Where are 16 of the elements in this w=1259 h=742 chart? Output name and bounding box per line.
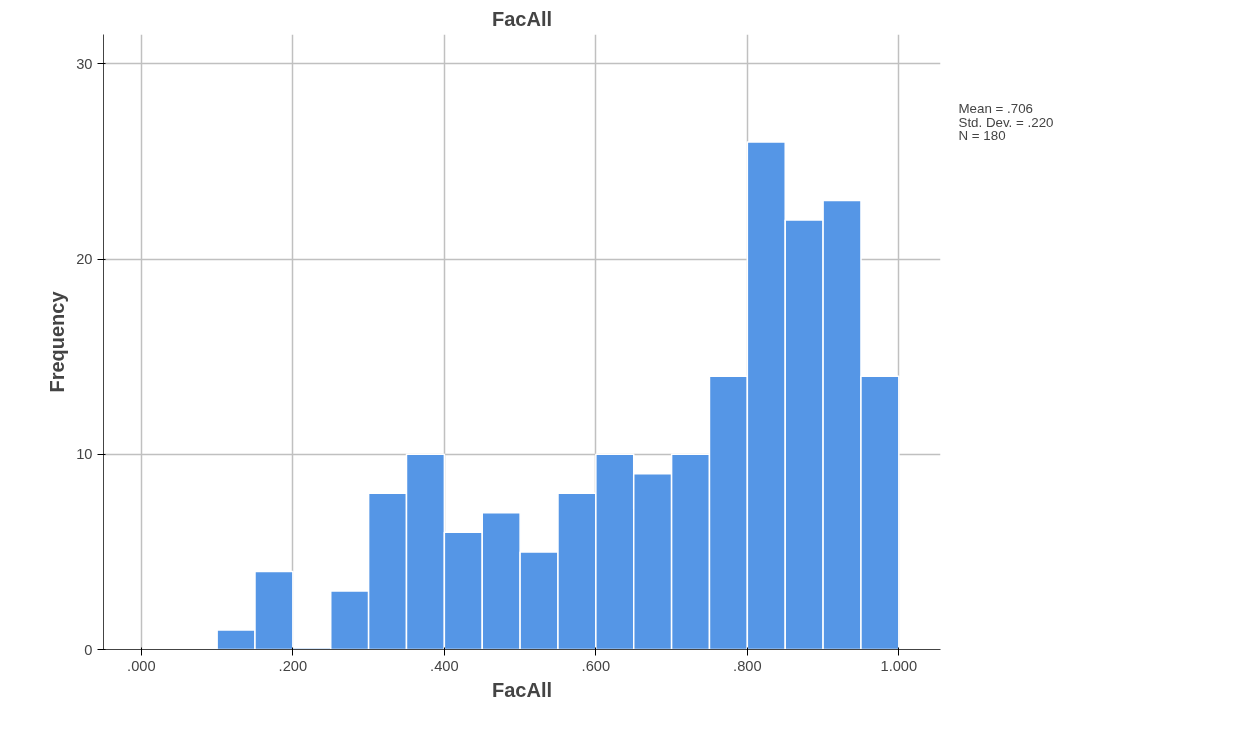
x-axis-title: FacAll (491, 678, 553, 701)
y-tick-label: 10 (76, 446, 93, 463)
y-axis-title: Frequency (46, 290, 69, 393)
text: Std. Dev. = .220 (958, 114, 1054, 130)
x-tick-label: .600 (581, 657, 611, 674)
text: Mean = .706 (958, 101, 1033, 117)
x-tick-label: .800 (733, 657, 762, 674)
y-tick-label: 20 (76, 251, 93, 268)
y-tick-label: 30 (76, 55, 93, 72)
y-tick-label: 0 (84, 641, 93, 658)
x-tick-label: .400 (430, 657, 459, 674)
x-tick-label: .000 (127, 657, 156, 674)
x-tick-label: 1.000 (880, 657, 918, 674)
text: N = 180 (958, 128, 1006, 144)
chart-title: FacAll (491, 7, 553, 30)
x-tick-label: .200 (278, 657, 308, 674)
